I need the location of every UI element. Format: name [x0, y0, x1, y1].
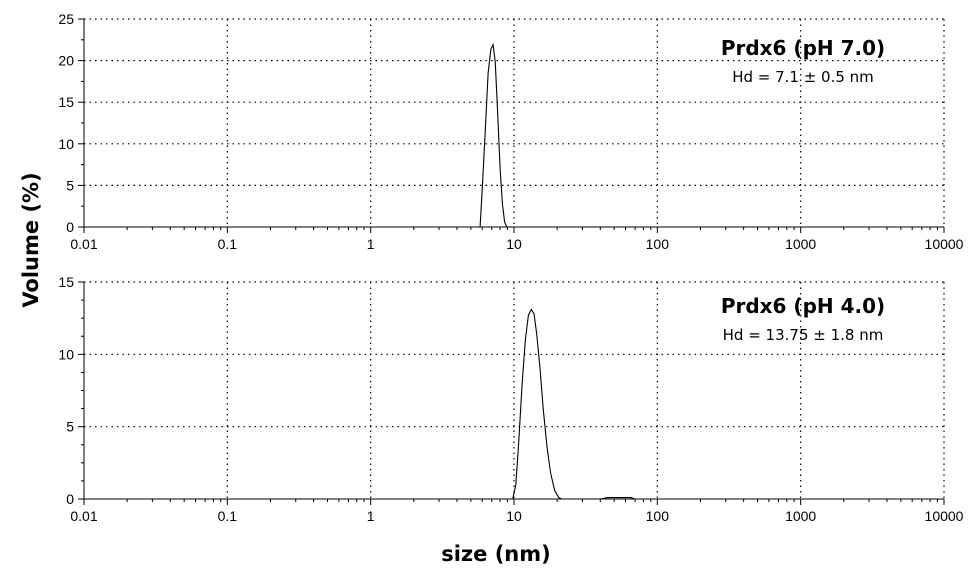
panel-ph7: 0 5 10 15 20 25 0.01 0.1 1 10 100 1000 10000 Prdx6 (p…: [58, 11, 963, 252]
x-axis-title: size (nm): [441, 542, 551, 566]
y-tick-label: 0: [66, 219, 74, 235]
y-axis-title: Volume (%): [19, 172, 43, 307]
x-tick-label: 0.01: [70, 236, 97, 252]
x-tick-label: 10000: [925, 236, 964, 252]
x-tick-label: 0.1: [218, 236, 238, 252]
x-tick-label: 10000: [925, 508, 964, 524]
y-tick-label: 0: [66, 491, 74, 507]
y-tick-label: 10: [58, 346, 74, 362]
x-tick-label: 0.1: [218, 508, 238, 524]
panel-ph4: 0 5 10 15 0.01 0.1 1 10 100 1000 10000 Prdx6 (pH 4.…: [58, 274, 963, 524]
x-tick-label: 100: [646, 508, 670, 524]
panel-subtitle: Hd = 13.75 ± 1.8 nm: [723, 326, 884, 344]
x-tick-label: 1000: [785, 236, 816, 252]
y-tick-label: 20: [58, 53, 74, 69]
x-tick-label: 10: [506, 508, 522, 524]
y-tick-label: 5: [66, 419, 74, 435]
panel-title: Prdx6 (pH 4.0): [721, 294, 885, 318]
y-tick-label: 10: [58, 136, 74, 152]
x-tick-label: 1: [367, 508, 375, 524]
panel-subtitle: Hd = 7.1 ± 0.5 nm: [732, 68, 874, 86]
x-tick-label: 100: [646, 236, 670, 252]
y-tick-label: 25: [58, 11, 74, 27]
panel-title: Prdx6 (pH 7.0): [721, 36, 885, 60]
y-tick-label: 15: [58, 274, 74, 290]
y-tick-label: 15: [58, 94, 74, 110]
x-tick-label: 1: [367, 236, 375, 252]
distribution-curve: [512, 308, 636, 500]
x-tick-label: 1000: [785, 508, 816, 524]
distribution-curve: [479, 42, 508, 228]
x-tick-label: 0.01: [70, 508, 97, 524]
y-tick-label: 5: [66, 177, 74, 193]
x-tick-label: 10: [506, 236, 522, 252]
